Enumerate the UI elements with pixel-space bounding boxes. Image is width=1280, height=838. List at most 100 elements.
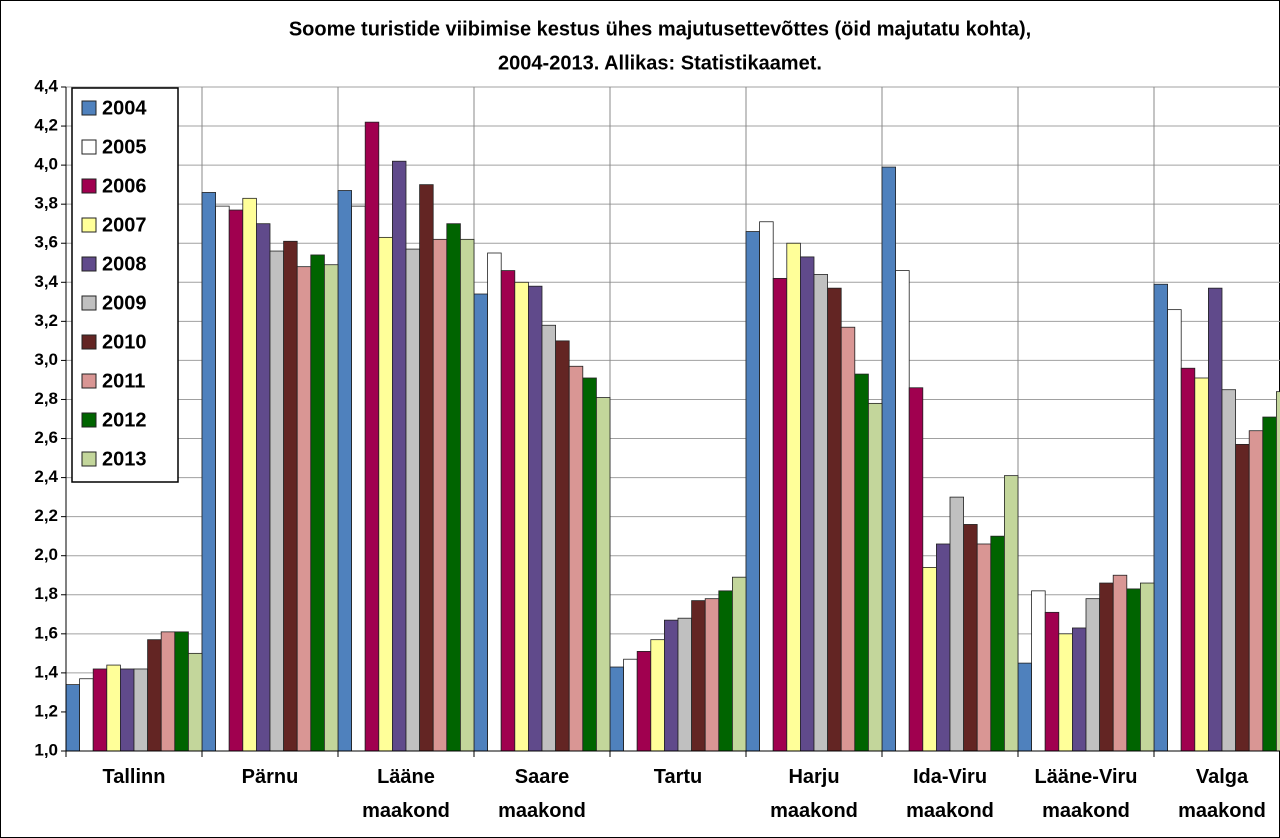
bar <box>623 658 638 752</box>
bar <box>582 377 597 752</box>
x-tick-label: Lääne-Viru maakond <box>1035 766 1138 822</box>
x-tick-label: Pärnu <box>242 766 299 788</box>
bar <box>1085 598 1101 752</box>
x-tick-label-line: maakond <box>498 800 586 822</box>
bar <box>106 664 121 752</box>
bar <box>323 264 339 752</box>
bar <box>555 340 570 752</box>
y-tick-label: 4,2 <box>34 116 58 135</box>
legend-swatch <box>81 256 97 272</box>
bar <box>283 240 298 752</box>
bar <box>800 256 815 752</box>
x-tick-label-line: maakond <box>362 800 450 822</box>
bar <box>1099 582 1114 752</box>
bar <box>1208 287 1223 752</box>
bar <box>908 387 924 752</box>
x-tick-label: Saare maakond <box>498 766 586 822</box>
bar <box>92 668 108 752</box>
bar <box>854 373 869 752</box>
x-tick-label: Valga maakond <box>1178 766 1266 822</box>
legend-label: 2005 <box>102 136 147 158</box>
legend-label: 2012 <box>102 409 147 431</box>
bar <box>174 631 189 752</box>
x-tick-label-line: maakond <box>770 800 858 822</box>
legend-label: 2007 <box>102 214 147 236</box>
y-tick-label: 3,0 <box>34 350 58 369</box>
legend-label: 2004 <box>102 97 147 119</box>
chart-title: 2004-2013. Allikas: Statistikaamet. <box>498 52 822 74</box>
y-tick-label: 2,4 <box>34 467 58 486</box>
legend-swatch <box>81 295 97 311</box>
y-tick-label: 4,0 <box>34 155 58 174</box>
x-tick-label-line: Ida-Viru <box>913 766 987 788</box>
y-tick-label: 3,4 <box>34 272 58 291</box>
bar <box>446 223 461 752</box>
x-tick-label: Harju maakond <box>770 766 858 822</box>
bar <box>378 236 393 752</box>
bar <box>881 166 897 752</box>
bar <box>1072 627 1087 752</box>
x-tick-label-line: Pärnu <box>242 766 299 788</box>
legend-label: 2009 <box>102 292 147 314</box>
bar <box>691 600 706 752</box>
bar <box>296 266 312 752</box>
bar <box>528 285 543 752</box>
bar <box>963 524 978 752</box>
bar <box>120 668 135 752</box>
bar <box>609 666 625 752</box>
x-tick-label-line: Lääne <box>377 766 435 788</box>
legend-label: 2006 <box>102 175 147 197</box>
bar <box>596 397 611 752</box>
bar <box>79 678 94 752</box>
x-tick-label-line: Lääne-Viru <box>1035 766 1138 788</box>
bar <box>868 402 883 752</box>
bar <box>1276 391 1280 752</box>
bar <box>840 326 856 752</box>
bar <box>1235 443 1250 752</box>
y-tick-label: 2,2 <box>34 506 58 525</box>
legend-swatch <box>81 178 97 194</box>
bar <box>895 270 910 752</box>
x-tick-label-line: Tallinn <box>103 766 166 788</box>
bar <box>215 205 230 752</box>
bar <box>147 639 162 752</box>
bar <box>364 121 380 752</box>
y-tick-label: 2,0 <box>34 545 58 564</box>
y-tick-label: 3,8 <box>34 194 58 213</box>
bar <box>745 231 761 752</box>
y-tick-label: 3,6 <box>34 233 58 252</box>
bar <box>759 221 774 752</box>
y-tick-label: 2,6 <box>34 428 58 447</box>
bar <box>391 160 407 752</box>
x-tick-label-line: Tartu <box>654 766 703 788</box>
bar <box>65 684 81 752</box>
x-tick-label-line: maakond <box>906 800 994 822</box>
y-tick-label: 1,4 <box>34 662 58 681</box>
chart-title: Soome turistide viibimise kestus ühes ma… <box>289 18 1031 40</box>
bar <box>1031 590 1046 752</box>
x-tick-label-line: maakond <box>1178 800 1266 822</box>
bar <box>201 192 217 752</box>
bar <box>419 184 434 752</box>
bar <box>500 270 516 752</box>
bar <box>514 281 529 752</box>
bar <box>310 254 325 752</box>
bar <box>1004 475 1019 752</box>
x-tick-label: Tartu <box>654 766 703 788</box>
y-tick-label: 4,4 <box>34 76 58 95</box>
bar <box>432 238 448 752</box>
bar <box>1248 430 1264 752</box>
x-tick-label-line: Saare <box>515 766 570 788</box>
bar <box>133 668 149 752</box>
bar <box>650 639 665 752</box>
bar <box>337 190 353 752</box>
bar <box>473 293 489 752</box>
bar <box>269 250 285 752</box>
bar <box>990 535 1005 752</box>
bar <box>1126 588 1141 752</box>
bar <box>786 242 801 752</box>
legend-swatch <box>81 139 97 155</box>
bar <box>976 543 992 752</box>
bar <box>718 590 733 752</box>
